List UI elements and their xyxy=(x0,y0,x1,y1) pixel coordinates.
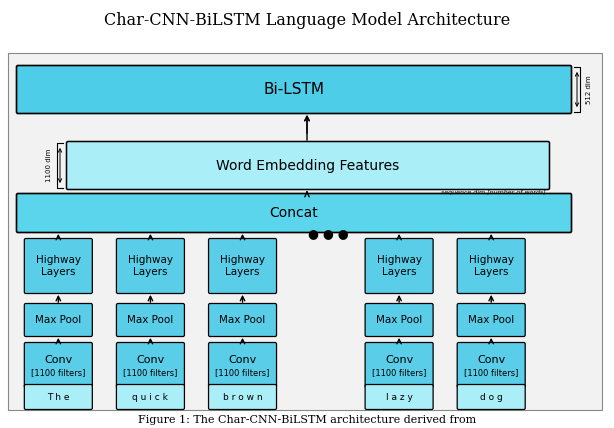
Text: Highway
Layers: Highway Layers xyxy=(220,255,265,277)
Text: Highway
Layers: Highway Layers xyxy=(36,255,81,277)
Text: 1100 dim: 1100 dim xyxy=(46,149,52,182)
FancyBboxPatch shape xyxy=(117,342,184,387)
Text: Max Pool: Max Pool xyxy=(35,315,82,325)
Text: Conv: Conv xyxy=(136,355,165,365)
FancyBboxPatch shape xyxy=(17,65,572,113)
Text: Concat: Concat xyxy=(270,206,319,220)
FancyBboxPatch shape xyxy=(25,384,92,410)
FancyBboxPatch shape xyxy=(209,303,276,336)
FancyBboxPatch shape xyxy=(457,238,525,294)
Text: Conv: Conv xyxy=(44,355,72,365)
Text: Max Pool: Max Pool xyxy=(468,315,515,325)
Text: Highway
Layers: Highway Layers xyxy=(128,255,173,277)
Text: Highway
Layers: Highway Layers xyxy=(468,255,514,277)
Text: b r o w n: b r o w n xyxy=(223,392,262,401)
Text: Word Embedding Features: Word Embedding Features xyxy=(216,158,400,172)
Bar xyxy=(8,53,602,410)
FancyBboxPatch shape xyxy=(66,142,550,190)
Text: Char-CNN-BiLSTM Language Model Architecture: Char-CNN-BiLSTM Language Model Architect… xyxy=(104,12,510,29)
FancyBboxPatch shape xyxy=(25,342,92,387)
FancyBboxPatch shape xyxy=(365,238,433,294)
Text: Max Pool: Max Pool xyxy=(219,315,266,325)
FancyBboxPatch shape xyxy=(209,238,276,294)
FancyBboxPatch shape xyxy=(457,342,525,387)
FancyBboxPatch shape xyxy=(117,384,184,410)
FancyBboxPatch shape xyxy=(365,342,433,387)
FancyBboxPatch shape xyxy=(117,303,184,336)
Text: [1100 filters]: [1100 filters] xyxy=(31,368,85,377)
Text: Bi-LSTM: Bi-LSTM xyxy=(263,82,325,97)
FancyBboxPatch shape xyxy=(457,303,525,336)
Text: [1100 filters]: [1100 filters] xyxy=(464,368,518,377)
Text: l a z y: l a z y xyxy=(386,392,413,401)
FancyBboxPatch shape xyxy=(25,303,92,336)
FancyBboxPatch shape xyxy=(209,384,276,410)
Text: [1100 filters]: [1100 filters] xyxy=(372,368,426,377)
FancyBboxPatch shape xyxy=(117,238,184,294)
Text: T h e: T h e xyxy=(47,392,69,401)
FancyBboxPatch shape xyxy=(365,384,433,410)
Text: ● ● ●: ● ● ● xyxy=(308,227,349,240)
Text: d o g: d o g xyxy=(480,392,503,401)
Text: Conv: Conv xyxy=(477,355,505,365)
Text: [1100 filters]: [1100 filters] xyxy=(216,368,270,377)
Text: q u i c k: q u i c k xyxy=(133,392,168,401)
Text: Max Pool: Max Pool xyxy=(127,315,174,325)
FancyBboxPatch shape xyxy=(457,384,525,410)
FancyBboxPatch shape xyxy=(365,303,433,336)
Text: Conv: Conv xyxy=(385,355,413,365)
FancyBboxPatch shape xyxy=(209,342,276,387)
FancyBboxPatch shape xyxy=(25,238,92,294)
FancyBboxPatch shape xyxy=(17,193,572,232)
Text: [1100 filters]: [1100 filters] xyxy=(123,368,177,377)
Text: sequence dim [number of words]: sequence dim [number of words] xyxy=(441,190,546,195)
Text: Highway
Layers: Highway Layers xyxy=(376,255,422,277)
Text: Figure 1: The Char-CNN-BiLSTM architecture derived from: Figure 1: The Char-CNN-BiLSTM architectu… xyxy=(138,415,476,425)
Text: 512 dim: 512 dim xyxy=(586,75,592,104)
Text: Conv: Conv xyxy=(228,355,257,365)
Text: Max Pool: Max Pool xyxy=(376,315,422,325)
